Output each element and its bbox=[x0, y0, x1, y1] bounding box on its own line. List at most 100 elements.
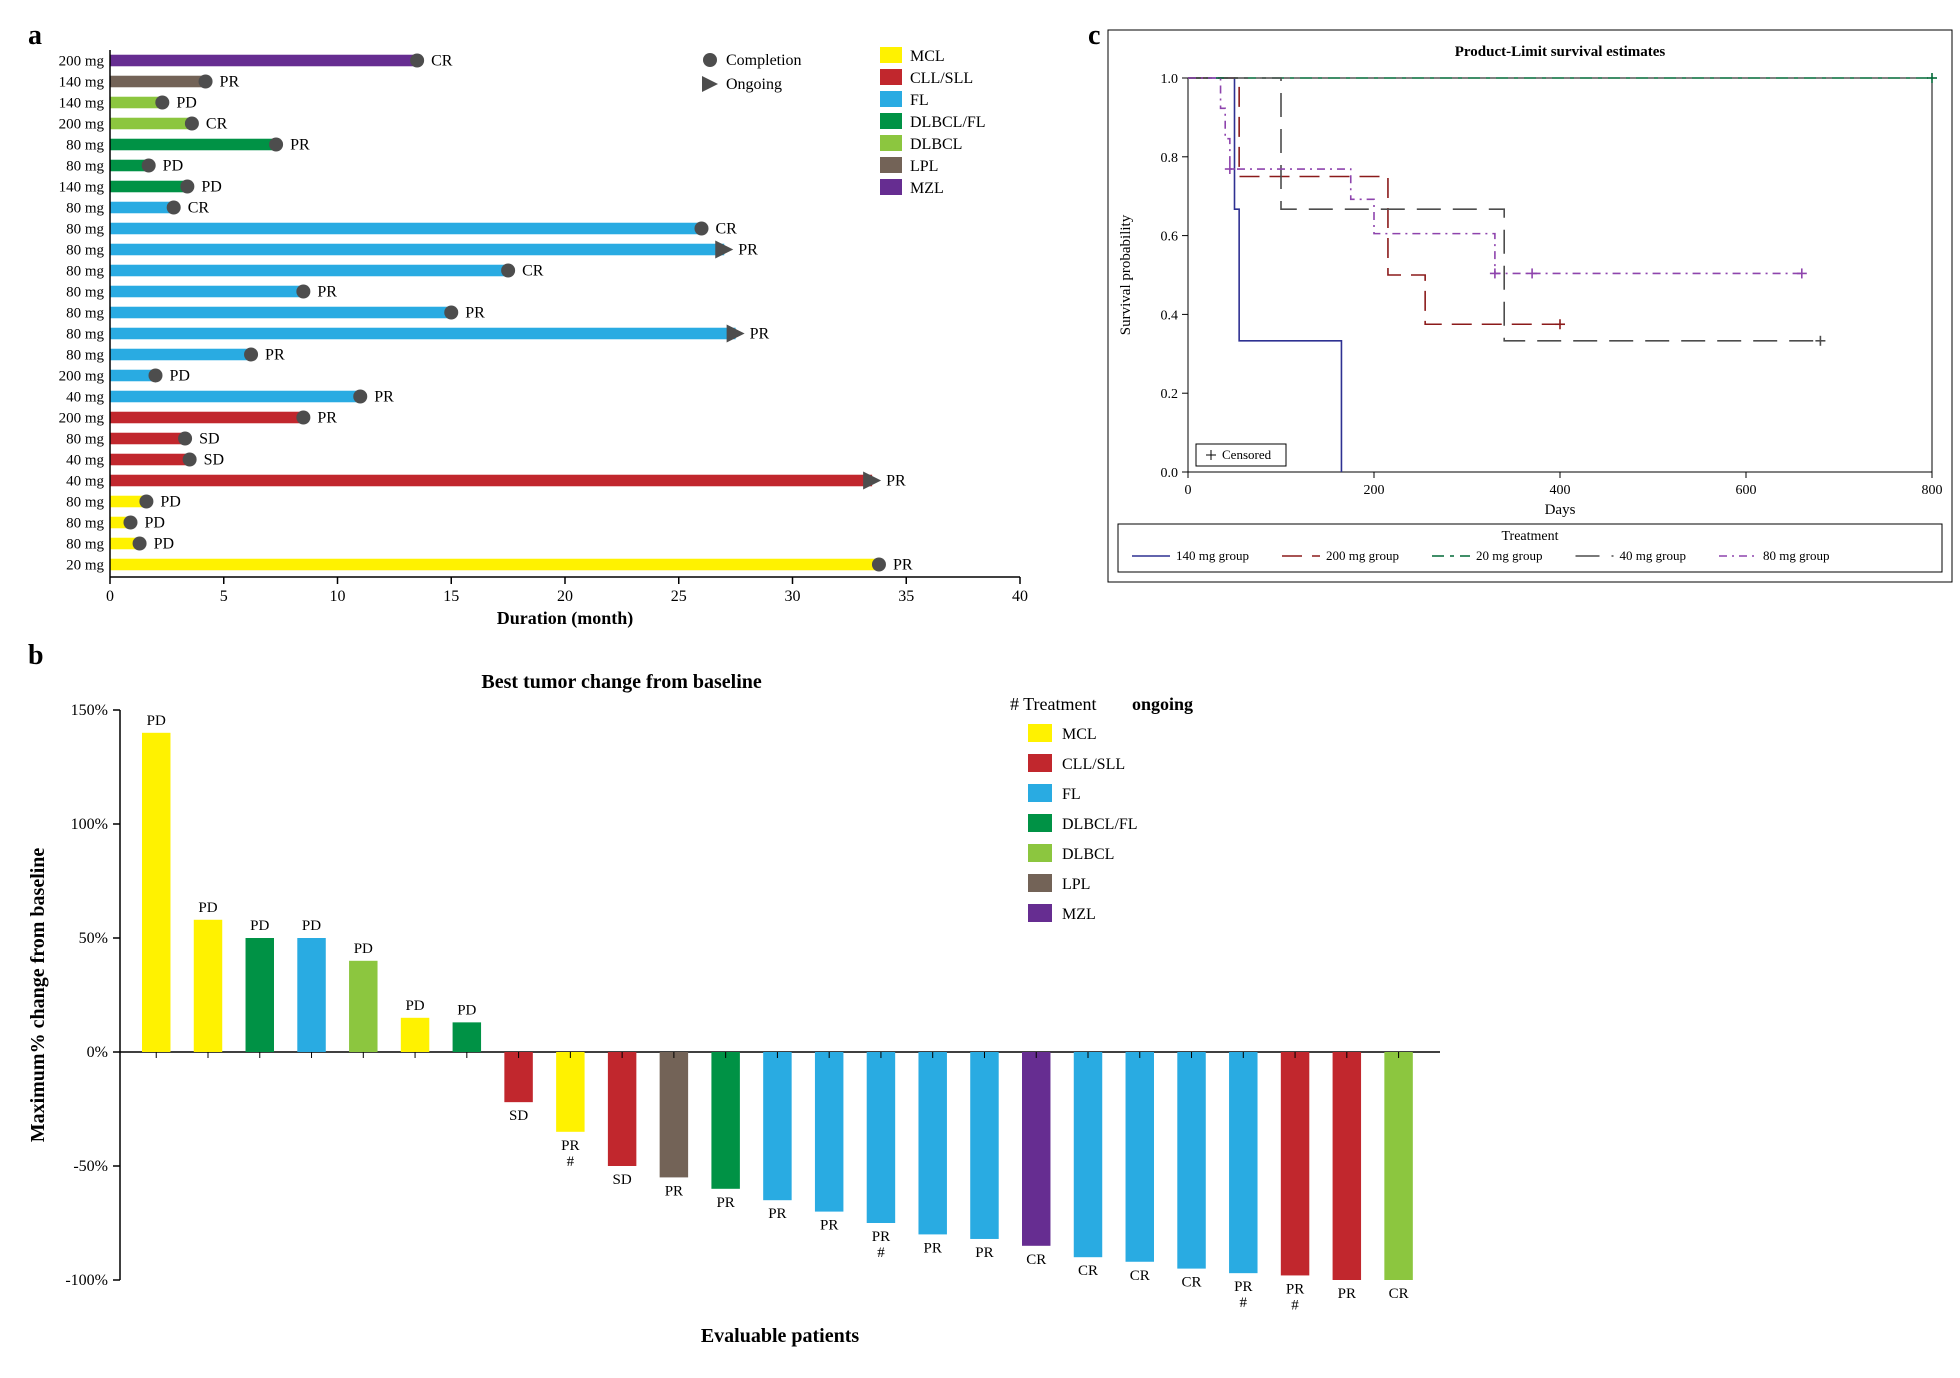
y-tick-label: -100% bbox=[65, 1272, 108, 1289]
dose-label: 40 mg bbox=[66, 390, 104, 406]
waterfall-bar bbox=[608, 1052, 636, 1166]
y-tick-label: 100% bbox=[71, 816, 108, 833]
dose-label: 140 mg bbox=[59, 180, 105, 196]
response-label: PD bbox=[201, 179, 221, 196]
completion-marker bbox=[155, 96, 169, 110]
bar-response-label: CR bbox=[1026, 1252, 1046, 1268]
y-axis-label: Survival probability bbox=[1118, 214, 1134, 335]
waterfall-bar bbox=[815, 1052, 843, 1212]
x-tick-label: 20 bbox=[557, 588, 573, 605]
bar-response-label: PR bbox=[1234, 1279, 1252, 1295]
response-label: PR bbox=[886, 473, 906, 490]
y-tick-label: 0.0 bbox=[1161, 466, 1179, 481]
swimmer-bar bbox=[110, 265, 508, 277]
dose-label: 140 mg bbox=[59, 96, 105, 112]
response-label: PR bbox=[738, 242, 758, 259]
bar-response-label: PR bbox=[1338, 1286, 1356, 1302]
waterfall-bar bbox=[246, 938, 274, 1052]
dose-label: 80 mg bbox=[66, 537, 104, 553]
svg-text:c: c bbox=[1088, 20, 1100, 51]
waterfall-bar bbox=[970, 1052, 998, 1239]
waterfall-bar bbox=[1177, 1052, 1205, 1269]
dose-label: 80 mg bbox=[66, 201, 104, 217]
bar-response-label: PD bbox=[198, 900, 217, 916]
completion-marker bbox=[185, 117, 199, 131]
dose-label: 80 mg bbox=[66, 285, 104, 301]
dose-label: 80 mg bbox=[66, 243, 104, 259]
legend-label: CLL/SLL bbox=[1062, 756, 1125, 773]
swimmer-bar bbox=[110, 139, 276, 151]
x-tick-label: 0 bbox=[1185, 483, 1192, 498]
legend-label: MCL bbox=[1062, 726, 1097, 743]
x-tick-label: 10 bbox=[330, 588, 346, 605]
dose-label: 80 mg bbox=[66, 327, 104, 343]
swimmer-bar bbox=[110, 328, 736, 340]
y-tick-label: 50% bbox=[79, 930, 108, 947]
legend-label: DLBCL/FL bbox=[910, 114, 986, 131]
x-axis-label: Evaluable patients bbox=[701, 1325, 860, 1347]
dose-label: 200 mg bbox=[59, 369, 105, 385]
response-label: CR bbox=[206, 116, 228, 133]
swimmer-bar bbox=[110, 223, 702, 235]
response-label: PR bbox=[220, 74, 240, 91]
swimmer-bar bbox=[110, 307, 451, 319]
x-tick-label: 5 bbox=[220, 588, 228, 605]
waterfall-bar bbox=[401, 1018, 429, 1052]
legend-label: DLBCL bbox=[1062, 846, 1114, 863]
bar-response-label: PR bbox=[665, 1183, 683, 1199]
bar-response-label: PR bbox=[924, 1240, 942, 1256]
completion-marker bbox=[149, 369, 163, 383]
bar-response-label: PR bbox=[820, 1218, 838, 1234]
dose-label: 200 mg bbox=[59, 117, 105, 133]
completion-marker bbox=[296, 285, 310, 299]
completion-marker bbox=[199, 75, 213, 89]
completion-marker bbox=[178, 432, 192, 446]
panel-a-swimmer: aCR200 mgPR140 mgPD140 mgCR200 mgPR80 mg… bbox=[20, 20, 1050, 630]
dose-label: 80 mg bbox=[66, 222, 104, 238]
y-tick-label: 1.0 bbox=[1161, 72, 1179, 87]
swimmer-bar bbox=[110, 202, 174, 214]
response-label: PD bbox=[176, 95, 196, 112]
bar-response-label: CR bbox=[1389, 1286, 1409, 1302]
completion-marker bbox=[501, 264, 515, 278]
legend-label: DLBCL bbox=[910, 136, 962, 153]
x-tick-label: 0 bbox=[106, 588, 114, 605]
response-label: PR bbox=[893, 557, 913, 574]
completion-marker bbox=[244, 348, 258, 362]
dose-label: 80 mg bbox=[66, 432, 104, 448]
swimmer-bar bbox=[110, 559, 879, 571]
dose-label: 80 mg bbox=[66, 159, 104, 175]
y-tick-label: 0.2 bbox=[1161, 387, 1179, 402]
legend-label: FL bbox=[910, 92, 929, 109]
response-label: PR bbox=[750, 326, 770, 343]
dose-label: 200 mg bbox=[59, 54, 105, 70]
bar-response-label: PR bbox=[1286, 1281, 1304, 1297]
completion-marker bbox=[142, 159, 156, 173]
waterfall-bar bbox=[1281, 1052, 1309, 1275]
response-label: PD bbox=[170, 368, 190, 385]
x-tick-label: 25 bbox=[671, 588, 687, 605]
waterfall-bar bbox=[918, 1052, 946, 1234]
legend-label: FL bbox=[1062, 786, 1081, 803]
y-tick-label: 0.6 bbox=[1161, 230, 1179, 245]
x-tick-label: 800 bbox=[1922, 483, 1943, 498]
completion-marker bbox=[296, 411, 310, 425]
x-tick-label: 600 bbox=[1736, 483, 1757, 498]
bar-response-label: SD bbox=[509, 1108, 528, 1124]
response-label: PD bbox=[144, 515, 164, 532]
response-label: PR bbox=[317, 410, 337, 427]
bar-response-label: CR bbox=[1182, 1275, 1202, 1291]
response-label: PR bbox=[265, 347, 285, 364]
waterfall-bar bbox=[349, 961, 377, 1052]
waterfall-bar bbox=[660, 1052, 688, 1177]
dose-label: 140 mg bbox=[59, 75, 105, 91]
swimmer-bar bbox=[110, 76, 206, 88]
dose-label: 200 mg bbox=[59, 411, 105, 427]
dose-label: 80 mg bbox=[66, 516, 104, 532]
response-label: PR bbox=[374, 389, 394, 406]
legend-label: LPL bbox=[910, 158, 938, 175]
completion-marker bbox=[133, 537, 147, 551]
dose-label: 40 mg bbox=[66, 453, 104, 469]
legend-label: Completion bbox=[726, 52, 802, 69]
dose-label: 80 mg bbox=[66, 138, 104, 154]
